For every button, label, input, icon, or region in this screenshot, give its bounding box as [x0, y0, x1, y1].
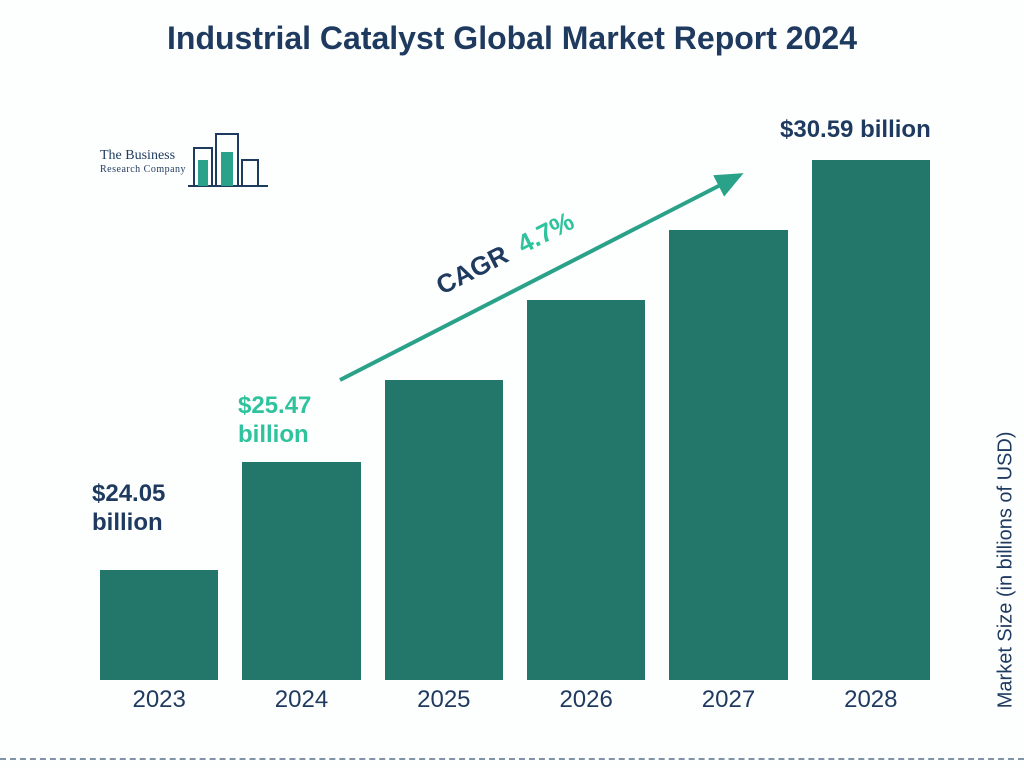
bar-wrap — [385, 380, 503, 680]
bar-wrap — [100, 570, 218, 680]
y-axis-label: Market Size (in billions of USD) — [995, 432, 1018, 709]
x-axis-label: 2027 — [669, 686, 787, 714]
bar — [527, 300, 645, 680]
bar — [100, 570, 218, 680]
value-label: $24.05billion — [92, 480, 165, 538]
bar-wrap — [669, 230, 787, 680]
x-axis-label: 2025 — [385, 686, 503, 714]
bottom-divider — [0, 758, 1024, 760]
x-axis-labels: 2023 2024 2025 2026 2027 2028 — [100, 686, 930, 714]
bar-wrap — [242, 462, 360, 680]
value-label: $25.47billion — [238, 392, 311, 450]
x-axis-label: 2024 — [242, 686, 360, 714]
x-axis-label: 2028 — [812, 686, 930, 714]
bar — [812, 160, 930, 680]
bars-container — [100, 150, 930, 680]
bar — [385, 380, 503, 680]
bar — [669, 230, 787, 680]
value-label: $30.59 billion — [780, 116, 931, 145]
bar-wrap — [812, 160, 930, 680]
bar — [242, 462, 360, 680]
x-axis-label: 2026 — [527, 686, 645, 714]
x-axis-label: 2023 — [100, 686, 218, 714]
bar-chart — [100, 150, 930, 680]
page-title: Industrial Catalyst Global Market Report… — [0, 18, 1024, 58]
bar-wrap — [527, 300, 645, 680]
